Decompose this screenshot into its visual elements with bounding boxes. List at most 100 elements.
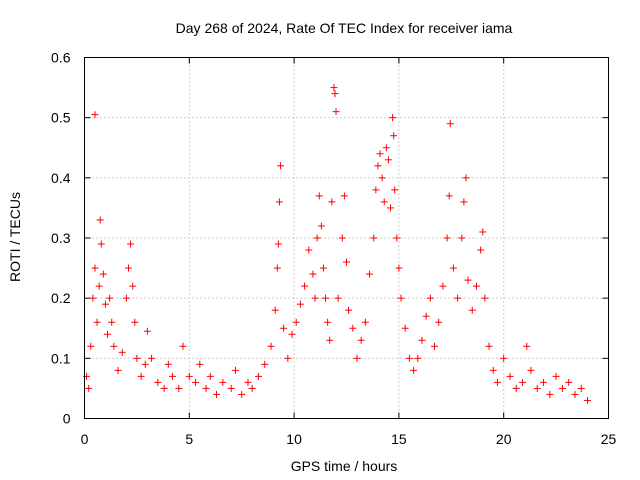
data-point bbox=[370, 234, 378, 242]
data-point bbox=[479, 228, 487, 236]
data-point bbox=[219, 378, 227, 386]
grid-layer bbox=[84, 57, 609, 419]
data-point bbox=[192, 378, 200, 386]
data-point bbox=[460, 198, 468, 206]
data-point bbox=[169, 372, 177, 380]
y-tick-label: 0.4 bbox=[51, 170, 71, 186]
x-tick-label: 20 bbox=[496, 431, 512, 447]
data-point bbox=[154, 378, 162, 386]
data-point bbox=[361, 318, 369, 326]
data-point bbox=[108, 318, 116, 326]
y-tick-label: 0.2 bbox=[51, 290, 71, 306]
data-point bbox=[93, 318, 101, 326]
data-point bbox=[87, 342, 95, 350]
data-point bbox=[435, 318, 443, 326]
data-point bbox=[89, 294, 97, 302]
data-point bbox=[276, 162, 284, 170]
data-point bbox=[464, 276, 472, 284]
data-point bbox=[380, 198, 388, 206]
data-point bbox=[104, 330, 112, 338]
data-point bbox=[357, 336, 365, 344]
y-tick-label: 0.5 bbox=[51, 110, 71, 126]
data-point bbox=[326, 336, 334, 344]
data-point bbox=[137, 372, 145, 380]
data-point bbox=[315, 192, 323, 200]
data-point bbox=[330, 84, 338, 92]
data-point bbox=[331, 90, 339, 98]
data-point bbox=[372, 186, 380, 194]
data-point bbox=[493, 378, 501, 386]
data-point bbox=[275, 198, 283, 206]
x-tick-label: 15 bbox=[391, 431, 407, 447]
data-point bbox=[227, 384, 235, 392]
data-point bbox=[338, 234, 346, 242]
tick-layer: 0 5 10 15 20 25 0 0.1 0.2 0.3 0.4 0.5 0.6 bbox=[51, 50, 616, 448]
data-point bbox=[349, 324, 357, 332]
data-point bbox=[512, 384, 520, 392]
data-point bbox=[175, 384, 183, 392]
data-point bbox=[376, 150, 384, 158]
data-point bbox=[110, 342, 118, 350]
data-point bbox=[160, 384, 168, 392]
data-point bbox=[489, 366, 497, 374]
data-point bbox=[143, 327, 151, 335]
data-point bbox=[468, 306, 476, 314]
data-point bbox=[244, 378, 252, 386]
data-point bbox=[527, 366, 535, 374]
data-point bbox=[552, 372, 560, 380]
data-point bbox=[390, 132, 398, 140]
data-point bbox=[391, 186, 399, 194]
chart-title: Day 268 of 2024, Rate Of TEC Index for r… bbox=[176, 20, 513, 36]
data-point bbox=[97, 240, 105, 248]
data-point bbox=[319, 264, 327, 272]
data-point bbox=[127, 240, 135, 248]
data-point bbox=[343, 258, 350, 266]
data-point bbox=[95, 282, 103, 290]
data-point bbox=[374, 162, 382, 170]
y-tick-label: 0 bbox=[63, 411, 71, 427]
data-point bbox=[206, 372, 214, 380]
x-tick-label: 0 bbox=[81, 431, 89, 447]
data-point bbox=[122, 294, 130, 302]
data-point bbox=[387, 204, 395, 212]
data-points bbox=[83, 84, 592, 404]
data-point bbox=[395, 264, 403, 272]
data-point bbox=[185, 372, 193, 380]
data-point bbox=[271, 306, 279, 314]
data-point bbox=[114, 366, 122, 374]
data-point bbox=[305, 246, 313, 254]
data-point bbox=[546, 390, 554, 398]
data-point bbox=[179, 342, 187, 350]
data-point bbox=[133, 354, 141, 362]
data-point bbox=[382, 144, 390, 152]
data-point bbox=[472, 282, 480, 290]
data-point bbox=[401, 324, 409, 332]
data-point bbox=[309, 270, 317, 278]
x-tick-label: 25 bbox=[601, 431, 617, 447]
data-point bbox=[296, 300, 304, 308]
data-point bbox=[254, 372, 262, 380]
data-point bbox=[485, 342, 493, 350]
data-point bbox=[523, 342, 531, 350]
data-point bbox=[533, 384, 541, 392]
data-point bbox=[439, 282, 447, 290]
data-point bbox=[274, 240, 282, 248]
data-point bbox=[101, 300, 109, 308]
data-point bbox=[366, 270, 374, 278]
data-point bbox=[301, 282, 309, 290]
data-point bbox=[292, 318, 300, 326]
data-point bbox=[449, 264, 457, 272]
data-point bbox=[446, 120, 454, 128]
data-point bbox=[481, 294, 489, 302]
data-point bbox=[500, 354, 508, 362]
data-point bbox=[280, 324, 288, 332]
data-point bbox=[267, 342, 275, 350]
data-point bbox=[106, 294, 114, 302]
data-point bbox=[231, 366, 239, 374]
data-point bbox=[85, 384, 93, 392]
data-point bbox=[443, 234, 451, 242]
data-point bbox=[91, 264, 99, 272]
data-point bbox=[410, 366, 418, 374]
data-point bbox=[431, 342, 439, 350]
